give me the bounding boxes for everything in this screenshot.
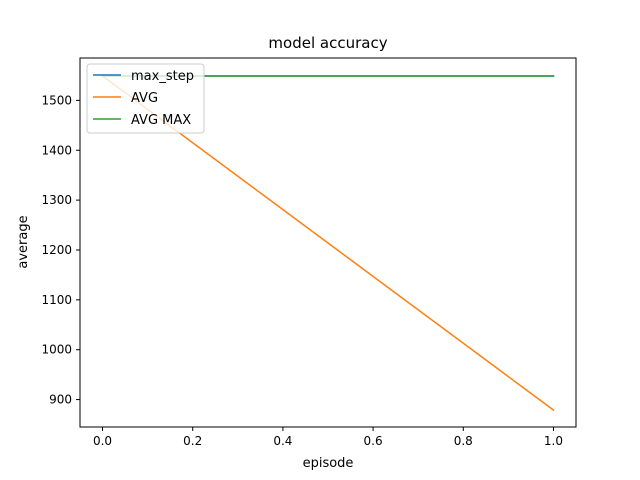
x-axis: 0.0 0.2 0.4 0.6 0.8 1.0 [93,427,563,448]
plot-frame [79,57,577,428]
y-tick-label: 900 [49,393,72,407]
x-tick-label: 0.6 [364,434,383,448]
y-tick-label: 1000 [41,343,72,357]
chart-title: model accuracy [268,34,387,52]
x-tick-label: 1.0 [544,434,563,448]
y-tick-label: 1300 [41,193,72,207]
x-tick-label: 0.0 [93,434,112,448]
x-tick-label: 0.2 [183,434,202,448]
y-axis: 900 1000 1100 1200 1300 1400 1500 [41,93,80,407]
legend-label: AVG MAX [131,113,191,128]
y-tick-label: 1200 [41,243,72,257]
legend: max_step AVG AVG MAX [86,63,205,134]
x-tick-label: 0.4 [273,434,292,448]
y-axis-label: average [16,215,31,268]
y-tick-label: 1100 [41,293,72,307]
legend-box [86,63,205,134]
legend-label: max_step [131,69,194,84]
y-tick-label: 1500 [41,93,72,107]
x-axis-label: episode [303,456,354,471]
y-tick-label: 1400 [41,143,72,157]
x-tick-label: 0.8 [454,434,473,448]
legend-label: AVG [131,91,158,106]
